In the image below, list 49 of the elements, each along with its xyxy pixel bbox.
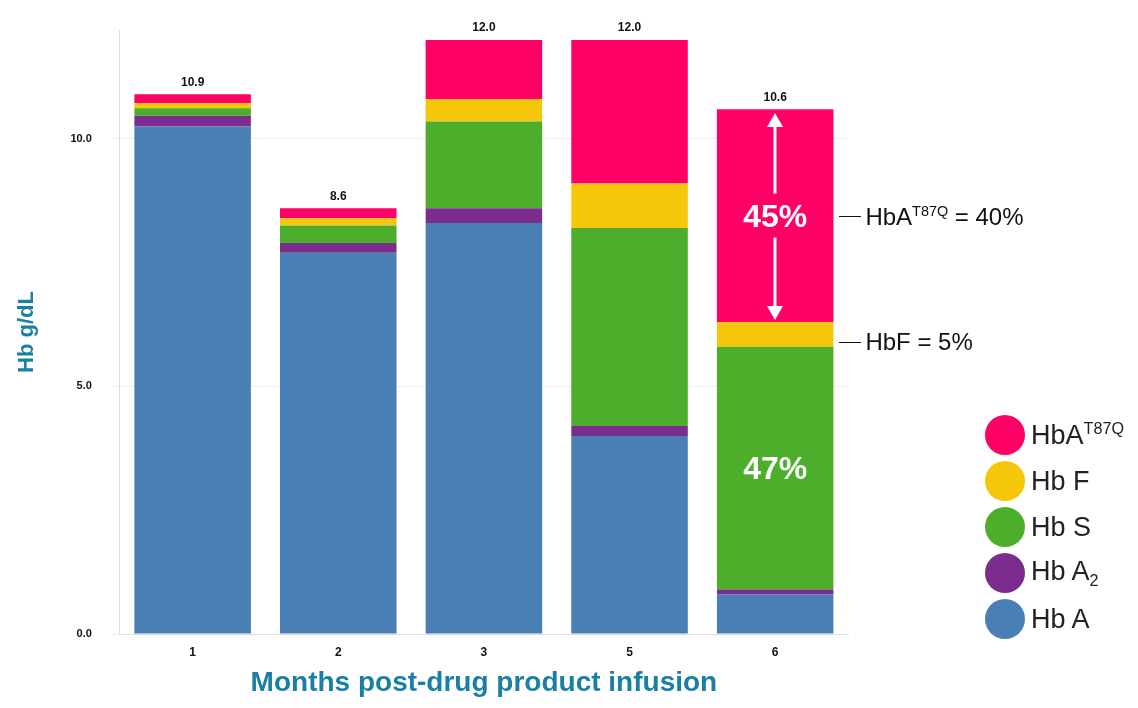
- legend-label: Hb S: [1031, 511, 1092, 543]
- bar: [716, 589, 834, 595]
- total-label: 12.0: [617, 20, 642, 35]
- bar: [571, 426, 688, 436]
- x-tick-label: 5: [626, 644, 634, 659]
- bar: [134, 108, 251, 116]
- total-label: 8.6: [329, 188, 347, 203]
- bar: [571, 228, 688, 427]
- bar: [134, 126, 251, 634]
- bar: [134, 103, 251, 109]
- total-label: 10.6: [763, 89, 788, 104]
- bar: [571, 183, 688, 229]
- text: HbA$^{T87Q}$ = 40%: [865, 202, 1024, 230]
- bar: [134, 115, 251, 127]
- bar: [134, 94, 251, 104]
- bar: [425, 223, 543, 634]
- y-tick-label: 0.0: [76, 627, 92, 640]
- x-tick-label: 2: [334, 644, 342, 659]
- y-axis-title: Hb g/dL: [13, 291, 39, 373]
- bar: [425, 121, 543, 209]
- y-tick-label: 10.0: [70, 131, 92, 144]
- bar: [571, 39, 688, 184]
- bar: [716, 322, 834, 347]
- total-label: 12.0: [472, 20, 496, 35]
- bar: [716, 109, 834, 323]
- legend-label: HbA$^{T87Q}$: [1031, 419, 1125, 451]
- bar: [280, 225, 397, 243]
- bar: [425, 208, 543, 224]
- x-axis-title: Months post-drug product infusion: [250, 665, 718, 697]
- bar: [280, 218, 397, 226]
- legend-label: Hb F: [1031, 465, 1090, 497]
- annotation: 47%: [743, 450, 808, 487]
- x-tick-label: 6: [771, 644, 779, 659]
- bar: [425, 39, 543, 100]
- bar: [716, 594, 834, 634]
- annotation: 45%: [743, 197, 808, 234]
- bar: [425, 99, 543, 122]
- total-label: 10.9: [180, 74, 205, 89]
- legend-label: Hb A: [1031, 603, 1090, 635]
- text: HbF = 5%: [865, 328, 973, 356]
- bar: [280, 242, 397, 253]
- bar: [716, 346, 834, 590]
- y-tick-label: 5.0: [76, 379, 92, 392]
- bar: [571, 435, 688, 634]
- x-tick-label: 1: [189, 644, 197, 659]
- legend-label: Hb A$_{2}$: [1031, 555, 1099, 591]
- x-tick-label: 3: [480, 644, 488, 659]
- bar: [280, 252, 397, 634]
- bar: [280, 208, 397, 219]
